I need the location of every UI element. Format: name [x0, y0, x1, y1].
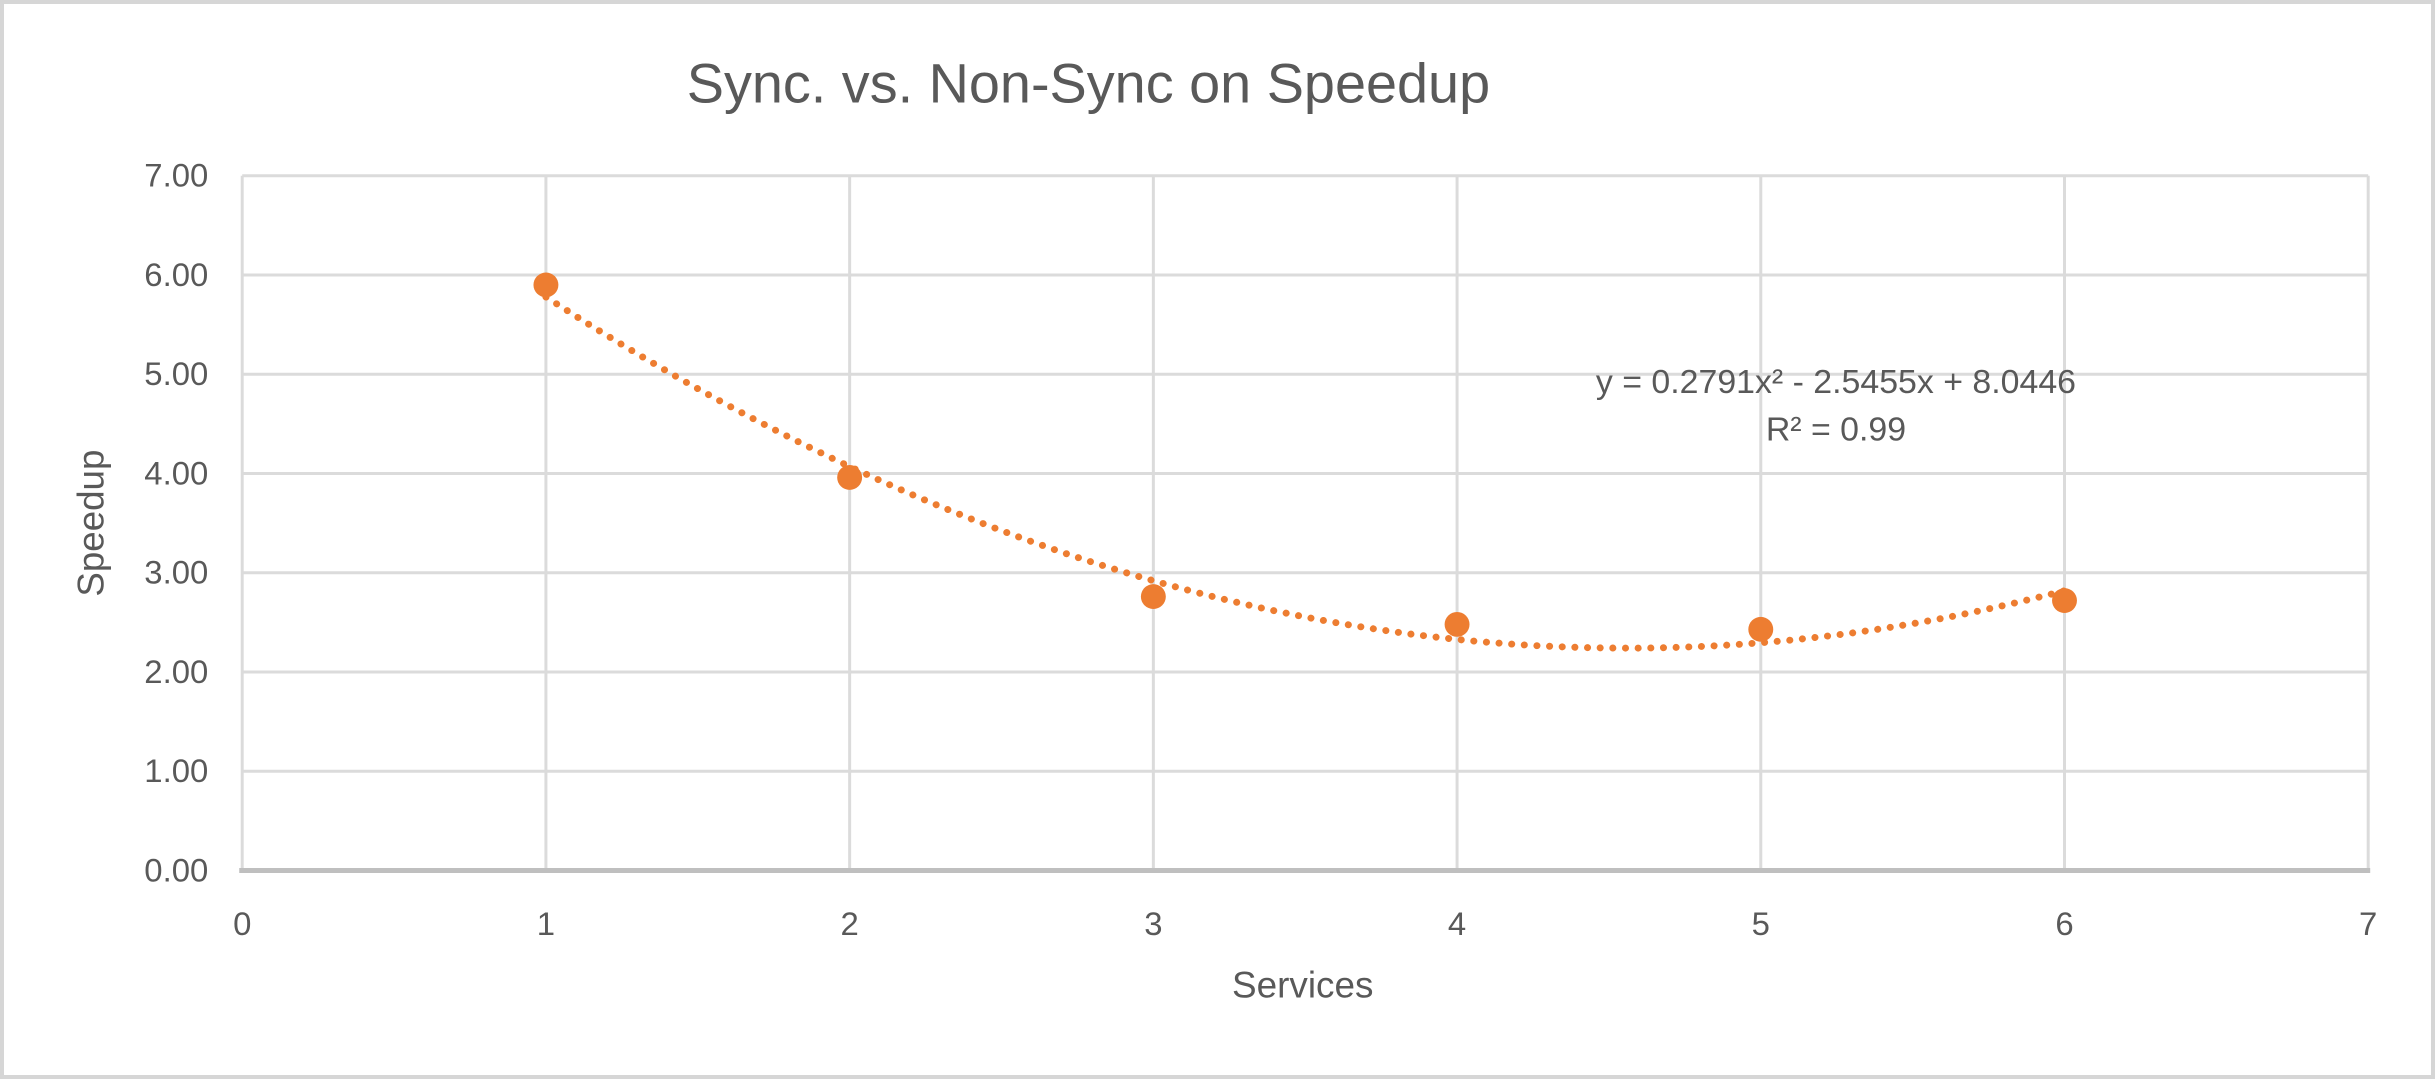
data-point [533, 272, 559, 298]
x-tick-label: 5 [1752, 905, 1770, 942]
trendline-r-squared-label: R² = 0.99 [1766, 411, 1906, 449]
data-point [1140, 584, 1166, 609]
data-points [533, 272, 2077, 642]
trendline-equation-label: y = 0.2791x² - 2.5455x + 8.0446 [1596, 363, 2076, 401]
data-point [1748, 616, 1774, 642]
y-tick-label: 7.00 [144, 157, 208, 194]
data-point [837, 465, 863, 490]
y-tick-label: 6.00 [144, 256, 208, 293]
x-axis-title: Services [1232, 965, 1373, 1006]
gridlines [240, 174, 2370, 873]
chart-title: Sync. vs. Non-Sync on Speedup [687, 52, 1490, 114]
y-tick-label: 3.00 [144, 554, 208, 591]
y-tick-label: 4.00 [144, 454, 208, 491]
x-tick-label: 7 [2359, 905, 2377, 942]
x-axis-tick-labels: 0 1 2 3 4 5 6 7 [233, 905, 2377, 942]
data-point [2052, 588, 2077, 613]
y-tick-label: 0.00 [144, 852, 208, 889]
y-axis-title: Speedup [71, 450, 112, 597]
trendline [542, 293, 2068, 652]
y-tick-label: 5.00 [144, 355, 208, 392]
data-point [1444, 611, 1470, 637]
x-tick-label: 3 [1144, 905, 1162, 942]
y-tick-label: 1.00 [144, 752, 208, 789]
x-tick-label: 0 [233, 905, 251, 942]
x-tick-label: 4 [1448, 905, 1466, 942]
scatter-chart: 0.00 1.00 2.00 3.00 4.00 5.00 6.00 7.00 0 1 2 3 4 5 6… [71, 52, 2378, 1006]
y-tick-label: 2.00 [144, 653, 208, 690]
x-tick-label: 6 [2055, 905, 2073, 942]
x-tick-label: 1 [537, 905, 555, 942]
x-tick-label: 2 [840, 905, 858, 942]
y-axis-tick-labels: 0.00 1.00 2.00 3.00 4.00 5.00 6.00 7.00 [144, 157, 208, 889]
